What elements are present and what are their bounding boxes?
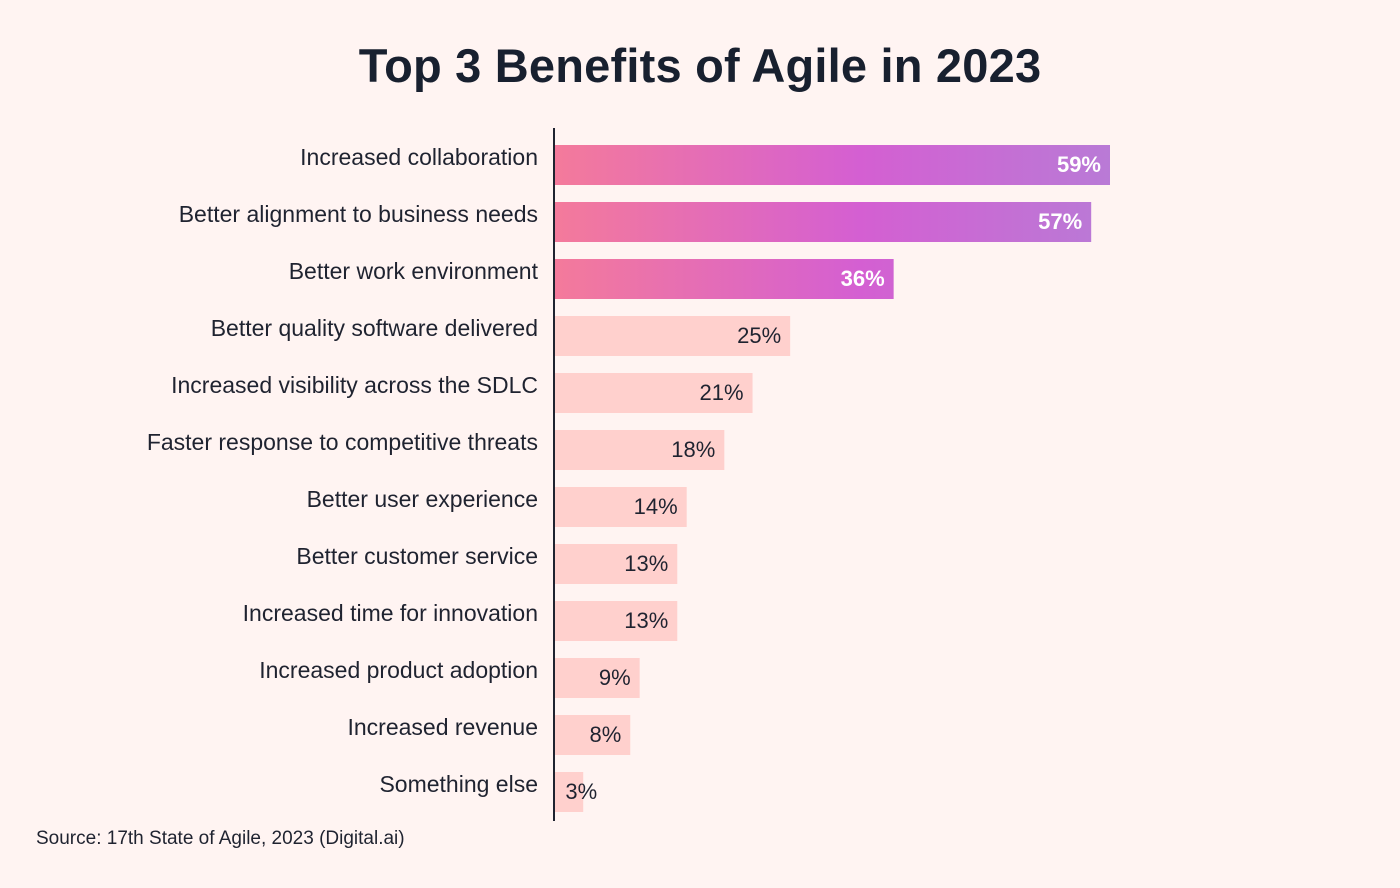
value-label: 57%: [1038, 209, 1082, 234]
category-label: Something else: [379, 771, 538, 797]
category-label: Better alignment to business needs: [179, 201, 538, 227]
category-label: Increased time for innovation: [243, 600, 538, 626]
value-label: 25%: [737, 323, 781, 348]
value-label: 18%: [671, 437, 715, 462]
bar-5: [555, 373, 753, 413]
bar-11: [555, 715, 631, 755]
value-label: 13%: [624, 551, 668, 576]
value-label: 21%: [699, 380, 743, 405]
value-label: 14%: [634, 494, 678, 519]
category-label: Increased product adoption: [259, 657, 538, 683]
bar-6: [555, 430, 725, 470]
category-label: Better work environment: [289, 258, 539, 284]
bar-2: [555, 202, 1092, 242]
value-label: 36%: [841, 266, 885, 291]
category-label: Better user experience: [307, 486, 538, 512]
bar-7: [555, 487, 687, 527]
source-note: Source: 17th State of Agile, 2023 (Digit…: [36, 828, 405, 849]
category-label: Increased revenue: [347, 714, 538, 740]
bar-9: [555, 601, 678, 641]
chart-title: Top 3 Benefits of Agile in 2023: [358, 39, 1042, 92]
value-label: 13%: [624, 608, 668, 633]
bar-4: [555, 316, 791, 356]
bar-3: [555, 259, 894, 299]
value-label: 9%: [599, 665, 631, 690]
bar-12: [555, 772, 584, 812]
category-label: Better customer service: [296, 543, 538, 569]
value-label: 3%: [565, 779, 597, 804]
bar-8: [555, 544, 678, 584]
category-label: Increased collaboration: [300, 144, 538, 170]
bar-10: [555, 658, 640, 698]
value-label: 8%: [589, 722, 621, 747]
value-label: 59%: [1057, 152, 1101, 177]
category-label: Better quality software delivered: [211, 315, 538, 341]
bar-1: [555, 145, 1110, 185]
category-label: Increased visibility across the SDLC: [171, 372, 538, 398]
category-label: Faster response to competitive threats: [147, 429, 538, 455]
